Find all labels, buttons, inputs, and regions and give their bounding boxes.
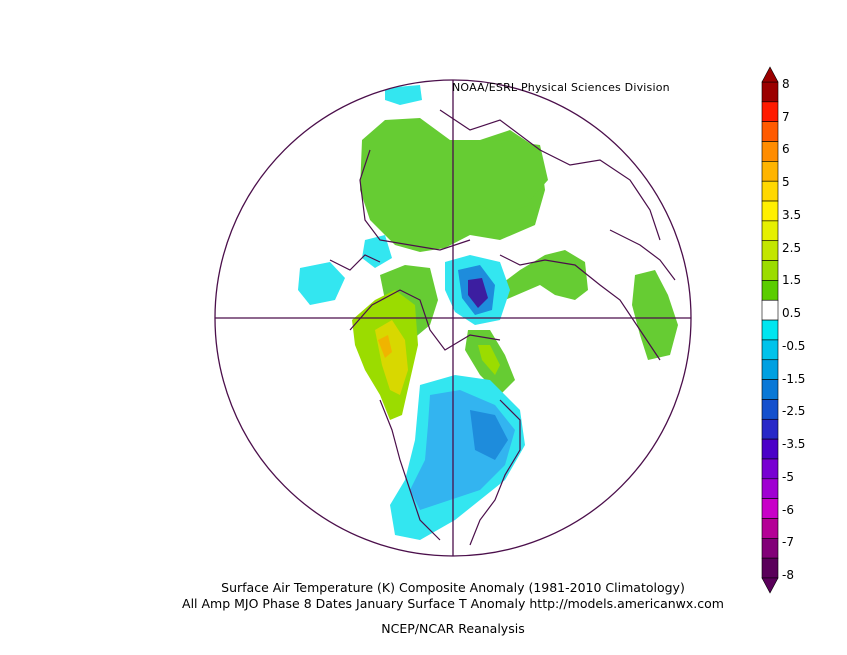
color-legend <box>761 66 779 594</box>
legend-swatch <box>761 538 779 559</box>
legend-swatch <box>761 518 779 539</box>
legend-tick-label: -5 <box>782 469 794 484</box>
legend-swatch <box>761 438 779 460</box>
legend-swatch <box>761 498 779 519</box>
legend-swatch <box>761 557 779 579</box>
coastlines <box>329 109 676 546</box>
legend-swatch <box>761 161 779 182</box>
legend-tick-label: -2.5 <box>782 404 806 419</box>
legend-tick-label: -7 <box>782 535 794 550</box>
anomaly-region-arctic-top <box>385 85 422 105</box>
anomaly-region-north-america-coldest <box>470 410 508 460</box>
map-border <box>214 79 692 557</box>
legend-max-arrow <box>761 66 779 83</box>
anomaly-region-west-coast-peak <box>378 335 392 358</box>
legend-swatch <box>761 220 779 242</box>
legend-tick-label: -1.5 <box>782 371 806 386</box>
legend-swatch <box>761 418 779 440</box>
legend-swatch <box>761 478 779 499</box>
legend-swatch <box>761 260 779 281</box>
credit-label: NOAA/ESRL Physical Sciences Division <box>452 81 670 94</box>
anomaly-region-arctic-coldest <box>468 278 488 308</box>
legend-tick-label: 7 <box>782 109 790 124</box>
legend-tick-label: 0.5 <box>782 306 802 321</box>
legend-tick-label: -6 <box>782 502 794 517</box>
anomaly-region-europe <box>500 250 588 300</box>
legend-tick-label: -3.5 <box>782 437 806 452</box>
anomaly-region-pacific <box>298 262 345 305</box>
legend-tick-label: -8 <box>782 568 794 582</box>
legend-swatch <box>761 299 779 321</box>
anomaly-region-bering <box>362 235 392 268</box>
legend-swatch <box>761 81 779 103</box>
legend-swatch <box>761 121 779 142</box>
caption-source: NCEP/NCAR Reanalysis <box>381 621 525 636</box>
legend-swatch <box>761 379 779 400</box>
legend-swatch <box>761 399 779 420</box>
anomaly-region-canada-east-core <box>478 345 500 375</box>
anomaly-region-east-siberia <box>500 140 548 200</box>
legend-swatch <box>761 101 779 122</box>
anomaly-shading <box>298 85 678 540</box>
legend-min-arrow <box>761 577 779 594</box>
legend-tick-label: 2.5 <box>782 240 802 255</box>
legend-tick-label: 6 <box>782 142 790 157</box>
legend-tick-label: 8 <box>782 77 790 91</box>
legend-tick-label: 3.5 <box>782 207 802 222</box>
legend-tick-label: 5 <box>782 175 790 190</box>
legend-swatch <box>761 319 779 341</box>
legend-swatch <box>761 180 779 202</box>
legend-swatch <box>761 280 779 301</box>
caption-title: Surface Air Temperature (K) Composite An… <box>221 580 685 595</box>
legend-swatch <box>761 339 779 361</box>
legend-swatch <box>761 200 779 222</box>
legend-swatch <box>761 240 779 261</box>
legend-swatch <box>761 141 779 162</box>
legend-swatch <box>761 458 779 480</box>
legend-tick-label: 1.5 <box>782 273 802 288</box>
anomaly-region-africa <box>632 270 678 360</box>
legend-swatch <box>761 359 779 380</box>
caption-subtitle: All Amp MJO Phase 8 Dates January Surfac… <box>182 596 724 611</box>
legend-tick-label: -0.5 <box>782 338 806 353</box>
